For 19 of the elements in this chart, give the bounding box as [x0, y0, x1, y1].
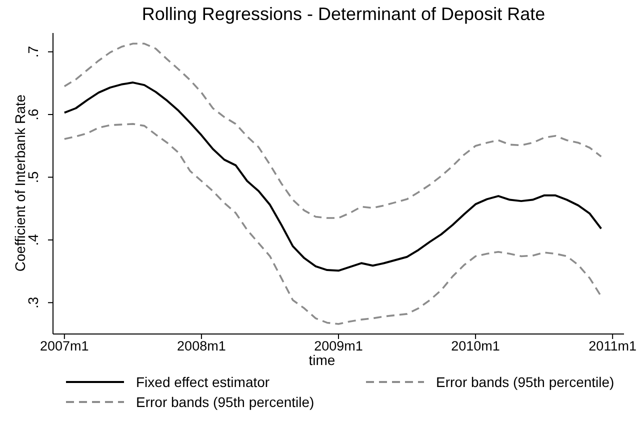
- y-tick-label: .4: [25, 234, 41, 246]
- y-tick-label: .5: [25, 171, 41, 184]
- y-axis-title: Coefficient of Interbank Rate: [12, 94, 28, 272]
- x-tick-label: 2007m1: [40, 338, 89, 354]
- y-tick-label: .6: [25, 108, 41, 120]
- x-tick-label: 2011m1: [588, 338, 636, 354]
- x-tick-label: 2010m1: [451, 338, 500, 354]
- x-axis-title: time: [308, 352, 336, 368]
- legend-label: Error bands (95th percentile): [136, 394, 314, 410]
- y-tick-label: .3: [25, 296, 41, 308]
- y-tick-label: .7: [25, 46, 41, 58]
- line-series: [63, 82, 602, 272]
- x-tick-label: 2009m1: [314, 338, 363, 354]
- line-series: [64, 123, 602, 325]
- line-series: [64, 42, 602, 219]
- x-tick-label: 2008m1: [177, 338, 226, 354]
- legend-label: Fixed effect estimator: [136, 374, 270, 390]
- legend-label: Error bands (95th percentile): [436, 374, 614, 390]
- chart-title: Rolling Regressions - Determinant of Deposit Rate: [140, 4, 546, 25]
